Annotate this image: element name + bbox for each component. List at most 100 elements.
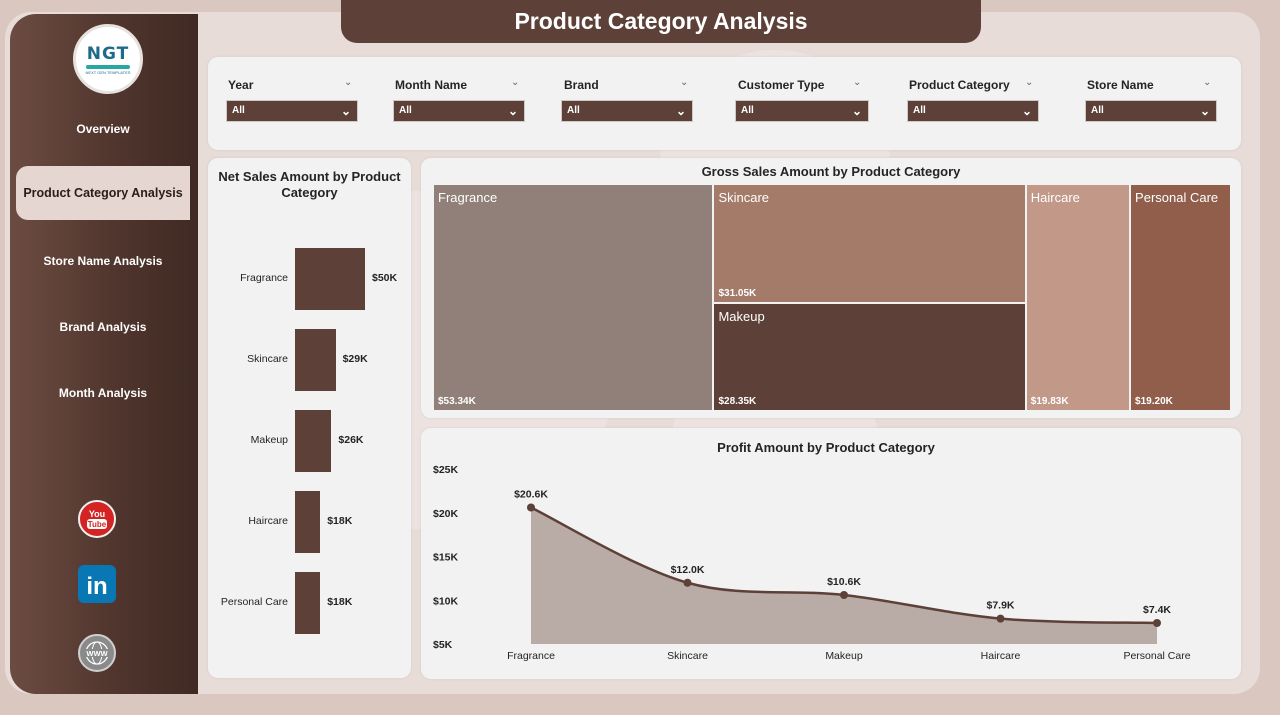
bar-skincare[interactable] — [295, 329, 336, 391]
chevron-down-icon[interactable]: ⌄ — [1025, 77, 1034, 88]
net-sales-chart-title: Net Sales Amount by Product Category — [218, 169, 401, 200]
chevron-down-icon: ⌄ — [851, 104, 862, 118]
profit-point-personal-care[interactable] — [1153, 619, 1161, 627]
chevron-down-icon: ⌄ — [675, 104, 686, 118]
treemap-tile-value: $31.05K — [718, 287, 757, 299]
linkedin-text: in — [86, 573, 107, 600]
treemap-tile-value: $28.35K — [718, 395, 757, 407]
filter-year-value: All — [232, 105, 245, 116]
filter-store-name-value: All — [1091, 105, 1104, 116]
filter-customer-type-value: All — [741, 105, 754, 116]
chevron-down-icon[interactable]: ⌄ — [344, 77, 353, 88]
nav-item-product-category-analysis[interactable]: Product Category Analysis — [16, 166, 190, 220]
treemap-tile-haircare[interactable]: Haircare $19.83K — [1025, 184, 1131, 411]
logo: NGT NEXT GEN TEMPLATES — [73, 24, 143, 94]
treemap-tile-value: $19.20K — [1135, 396, 1173, 407]
bar-value-personal-care: $18K — [327, 596, 353, 608]
filters-panel: Year ⌄ All ⌄ Month Name ⌄ All ⌄ Brand ⌄ Al… — [208, 57, 1241, 150]
treemap-tile-personal-care[interactable]: Personal Care $19.20K — [1130, 184, 1231, 411]
logo-text: NGT — [86, 43, 130, 64]
filter-product-category-dropdown[interactable]: All ⌄ — [907, 100, 1039, 122]
chevron-down-icon[interactable]: ⌄ — [511, 77, 520, 88]
bar-label-fragrance: Fragrance — [240, 272, 288, 284]
chevron-down-icon[interactable]: ⌄ — [1203, 77, 1212, 88]
x-tick-label: Haircare — [981, 650, 1021, 662]
bar-personal-care[interactable] — [295, 572, 321, 634]
profit-chart-title: Profit Amount by Product Category — [717, 440, 935, 455]
y-tick-label: $20K — [433, 508, 459, 520]
youtube-icon[interactable]: You Tube — [78, 500, 116, 538]
bar-haircare[interactable] — [295, 491, 321, 553]
treemap-tile-skincare[interactable]: Skincare $31.05K — [713, 184, 1026, 303]
treemap-tile-makeup[interactable]: Makeup $28.35K — [713, 302, 1026, 411]
bar-value-makeup: $26K — [338, 434, 364, 446]
profit-point-haircare[interactable] — [996, 614, 1005, 623]
x-tick-label: Fragrance — [507, 650, 555, 662]
website-icon[interactable]: WWW — [78, 634, 116, 672]
filter-product-category-label: Product Category — [909, 78, 1010, 92]
logo-swoosh — [86, 64, 130, 69]
filter-customer-type-label: Customer Type — [738, 78, 825, 92]
y-tick-label: $15K — [433, 552, 459, 564]
profit-area-fill — [531, 507, 1157, 644]
filter-month-value: All — [399, 105, 412, 116]
treemap-tile-label: Haircare — [1030, 190, 1080, 205]
nav-item-overview[interactable]: Overview — [76, 122, 130, 136]
bar-fragrance[interactable] — [295, 248, 365, 310]
profit-point-fragrance[interactable] — [527, 503, 535, 512]
y-tick-label: $25K — [433, 464, 459, 476]
profit-value-label: $7.9K — [986, 600, 1014, 612]
profit-point-skincare[interactable] — [683, 578, 692, 587]
treemap-tile-label: Makeup — [718, 308, 765, 324]
profit-value-label: $7.4K — [1143, 604, 1171, 616]
y-tick-label: $10K — [433, 595, 459, 607]
filter-brand-dropdown[interactable]: All ⌄ — [561, 100, 693, 122]
youtube-text-top: You — [89, 509, 105, 519]
chevron-down-icon[interactable]: ⌄ — [853, 77, 862, 88]
website-text: WWW — [86, 649, 108, 658]
linkedin-icon[interactable]: in — [78, 565, 116, 603]
nav-item-month-analysis[interactable]: Month Analysis — [58, 386, 148, 400]
treemap-tile-label: Skincare — [718, 190, 770, 205]
bar-value-haircare: $18K — [327, 515, 353, 527]
treemap-tile-label: Personal Care — [1135, 190, 1219, 205]
filter-year-dropdown[interactable]: All ⌄ — [226, 100, 358, 122]
x-tick-label: Personal Care — [1123, 650, 1190, 662]
chevron-down-icon: ⌄ — [507, 104, 518, 118]
bar-label-personal-care: Personal Care — [220, 596, 288, 608]
filter-store-name-label: Store Name — [1087, 78, 1154, 92]
treemap-tile-label: Fragrance — [438, 190, 498, 205]
filter-store-name-dropdown[interactable]: All ⌄ — [1085, 100, 1217, 122]
nav-item-store-name-analysis[interactable]: Store Name Analysis — [43, 254, 163, 268]
filter-year-label: Year — [228, 78, 254, 92]
profit-plot-area: $5K $10K $15K $20K $25K $20.6K Fragrance $12.0K… — [433, 464, 1191, 662]
profit-area-chart: Profit Amount by Product Category $5K $10… — [421, 428, 1241, 679]
bar-value-skincare: $29K — [342, 353, 368, 365]
logo-subtext: NEXT GEN TEMPLATES — [85, 69, 131, 75]
youtube-text-bottom: Tube — [88, 520, 107, 529]
net-sales-chart: Net Sales Amount by Product Category Fra… — [208, 158, 411, 678]
bar-value-fragrance: $50K — [372, 272, 398, 284]
filter-month-label: Month Name — [395, 78, 467, 92]
bar-label-skincare: Skincare — [247, 353, 288, 365]
x-tick-label: Skincare — [667, 650, 708, 662]
filter-month-dropdown[interactable]: All ⌄ — [393, 100, 525, 122]
bar-label-makeup: Makeup — [250, 434, 288, 446]
treemap-tile-value: $53.34K — [438, 396, 476, 407]
treemap-tile-fragrance[interactable]: Fragrance $53.34K — [433, 184, 714, 411]
filter-brand-value: All — [567, 105, 580, 116]
chevron-down-icon[interactable]: ⌄ — [680, 77, 689, 88]
chevron-down-icon: ⌄ — [340, 104, 351, 118]
nav-item-brand-analysis[interactable]: Brand Analysis — [59, 320, 147, 334]
profit-point-makeup[interactable] — [840, 591, 848, 599]
page-title: Product Category Analysis — [341, 0, 981, 43]
bar-makeup[interactable] — [295, 410, 332, 472]
chevron-down-icon: ⌄ — [1199, 104, 1210, 118]
filter-product-category-value: All — [913, 105, 926, 116]
profit-value-label: $20.6K — [514, 489, 548, 501]
treemap-tile-value: $19.83K — [1030, 396, 1069, 407]
profit-value-label: $10.6K — [827, 576, 861, 588]
gross-sales-treemap-title: Gross Sales Amount by Product Category — [701, 164, 961, 179]
profit-value-label: $12.0K — [671, 564, 705, 576]
filter-customer-type-dropdown[interactable]: All ⌄ — [735, 100, 869, 122]
